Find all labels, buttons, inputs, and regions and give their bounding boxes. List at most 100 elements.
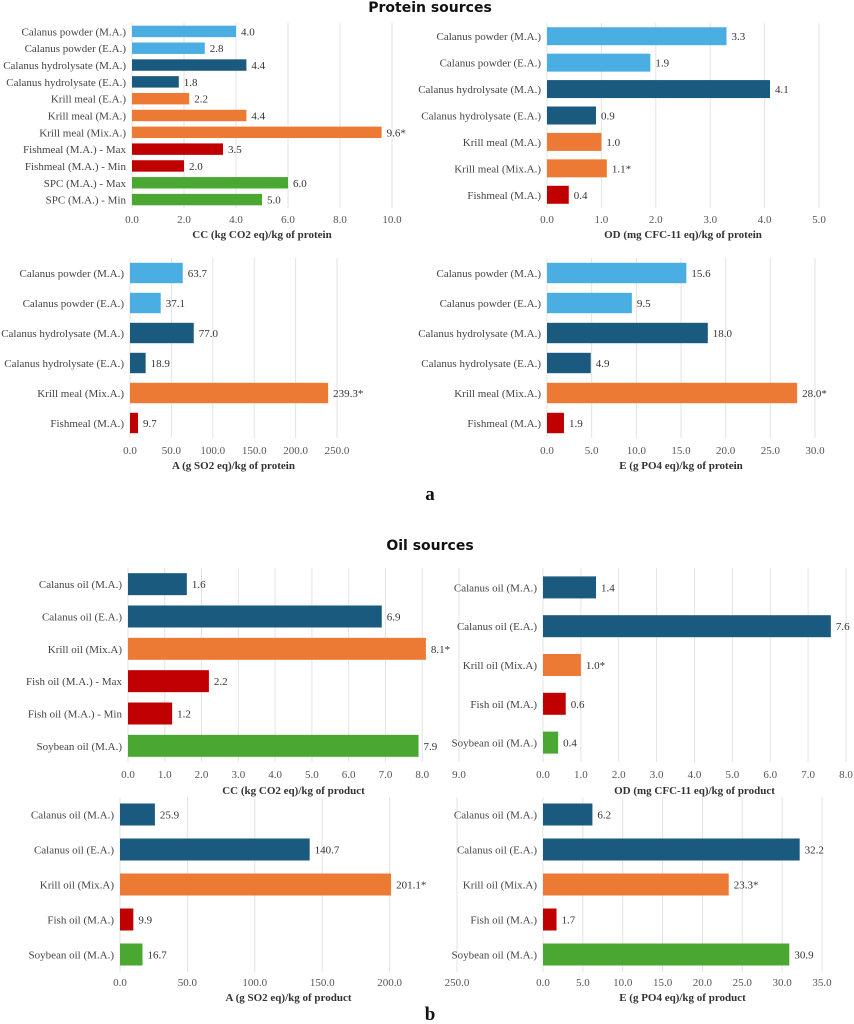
bar <box>547 412 564 434</box>
x-tick-label: 4.0 <box>268 769 282 781</box>
data-label: 140.7 <box>315 845 340 857</box>
bar <box>132 25 236 38</box>
data-label: 6.2 <box>597 810 611 822</box>
category-label: SPC (M.A.) - Min <box>46 195 127 207</box>
data-label: 32.2 <box>805 845 824 857</box>
x-tick-label: 8.0 <box>333 214 347 226</box>
data-label: 4.4 <box>251 60 265 72</box>
category-label: Calanus hydrolysate (M.A.) <box>418 328 541 340</box>
bar <box>128 670 209 693</box>
x-tick-label: 5.0 <box>305 769 319 781</box>
x-tick-label: 0.0 <box>536 769 550 781</box>
x-tick-label: 20.0 <box>693 977 713 989</box>
data-label: 3.5 <box>228 144 242 156</box>
x-tick-label: 5.0 <box>585 445 599 457</box>
chart-3: 0.0 50.0 100.0 150.0 200.0 250.0 A (g SO2 eq)/… <box>1 258 363 472</box>
data-label: 2.2 <box>214 676 228 688</box>
x-tick-label: 5.0 <box>576 977 590 989</box>
bar <box>547 159 607 178</box>
data-label: 4.0 <box>241 26 255 38</box>
x-tick-label: 20.0 <box>716 445 736 457</box>
bar <box>120 908 134 931</box>
data-label: 1.0 <box>606 137 620 149</box>
data-label: 0.4 <box>574 190 588 202</box>
x-tick-label: 0.0 <box>540 214 554 226</box>
bar <box>547 292 632 314</box>
data-label: 30.9 <box>794 950 814 962</box>
data-label: 25.9 <box>160 810 180 822</box>
x-tick-label: 0.0 <box>540 445 554 457</box>
bar <box>547 382 798 404</box>
x-tick-label: 0.0 <box>536 977 550 989</box>
category-label: Krill oil (Mix.A) <box>463 880 538 892</box>
category-label: Calanus powder (M.A.) <box>437 31 542 43</box>
x-tick-label: 6.0 <box>763 769 777 781</box>
x-tick-label: 5.0 <box>812 214 826 226</box>
category-label: Fish oil (M.A.) - Min <box>28 709 123 721</box>
data-label: 1.9 <box>569 418 583 430</box>
category-label: Fishmeal (M.A.) <box>50 418 124 430</box>
bar <box>543 576 597 599</box>
bar <box>132 160 184 172</box>
x-tick-label: 5.0 <box>726 769 740 781</box>
bar <box>132 143 223 155</box>
x-tick-label: 8.0 <box>839 769 853 781</box>
bar <box>547 27 727 46</box>
chart-6: 0.0 1.0 2.0 3.0 4.0 5.0 6.0 7.0 8.0 OD (mg CFC-11… <box>451 568 853 797</box>
x-tick-label: 25.0 <box>733 977 753 989</box>
category-label: Calanus oil (E.A.) <box>457 845 537 857</box>
chart-1: 0.0 2.0 4.0 6.0 8.0 10.0 CC (kg CO2 eq)/kg of … <box>3 23 406 241</box>
category-label: Krill meal (Mix.A.) <box>454 163 541 175</box>
category-label: Calanus powder (E.A.) <box>440 298 542 310</box>
bar <box>130 292 161 314</box>
bar <box>120 943 143 966</box>
category-label: Fish oil (M.A.) <box>47 915 114 927</box>
data-label: 3.3 <box>732 31 746 43</box>
data-label: 1.8 <box>184 77 198 89</box>
data-label: 4.4 <box>251 111 265 123</box>
data-label: 9.7 <box>143 418 157 430</box>
x-tick-label: 4.0 <box>758 214 772 226</box>
category-label: Fishmeal (M.A.) <box>467 190 541 202</box>
bar <box>132 76 179 88</box>
data-label: 6.0 <box>293 178 307 190</box>
x-tick-label: 8.0 <box>415 769 429 781</box>
category-label: Krill meal (Mix.A.) <box>454 388 541 400</box>
x-tick-label: 4.0 <box>229 214 243 226</box>
category-label: Krill meal (Mix.A.) <box>37 388 124 400</box>
bar <box>547 80 771 99</box>
category-label: Soybean oil (M.A.) <box>28 950 114 962</box>
x-tick-label: 30.0 <box>773 977 793 989</box>
data-label: 0.9 <box>601 111 615 123</box>
data-label: 9.5 <box>637 298 651 310</box>
x-tick-label: 15.0 <box>653 977 673 989</box>
bar <box>543 943 790 966</box>
bar <box>132 92 190 105</box>
x-tick-label: 250.0 <box>445 977 470 989</box>
category-label: Krill oil (Mix.A) <box>463 660 538 672</box>
data-label: 1.9 <box>655 58 669 70</box>
chart-7: 0.0 50.0 100.0 150.0 200.0 250.0 A (g SO2 eq)/… <box>28 797 470 1004</box>
x-tick-label: 2.0 <box>177 214 191 226</box>
data-label: 0.4 <box>563 738 577 750</box>
bar <box>547 53 651 72</box>
bar <box>132 42 205 54</box>
x-tick-label: 4.0 <box>688 769 702 781</box>
bar <box>132 177 288 189</box>
x-tick-label: 3.0 <box>703 214 717 226</box>
x-tick-label: 200.0 <box>283 445 308 457</box>
data-label: 18.9 <box>151 358 171 370</box>
x-tick-label: 0.0 <box>123 445 137 457</box>
data-label: 63.7 <box>188 268 208 280</box>
data-label: 7.6 <box>836 621 850 633</box>
x-tick-label: 2.0 <box>649 214 663 226</box>
bar <box>543 654 581 676</box>
bar <box>543 692 566 715</box>
category-label: Calanus hydrolysate (M.A.) <box>1 328 124 340</box>
bar <box>547 262 687 284</box>
category-label: Calanus powder (E.A.) <box>23 298 125 310</box>
data-label: 6.9 <box>387 612 401 624</box>
data-label: 7.9 <box>424 741 438 753</box>
x-tick-label: 50.0 <box>162 445 182 457</box>
